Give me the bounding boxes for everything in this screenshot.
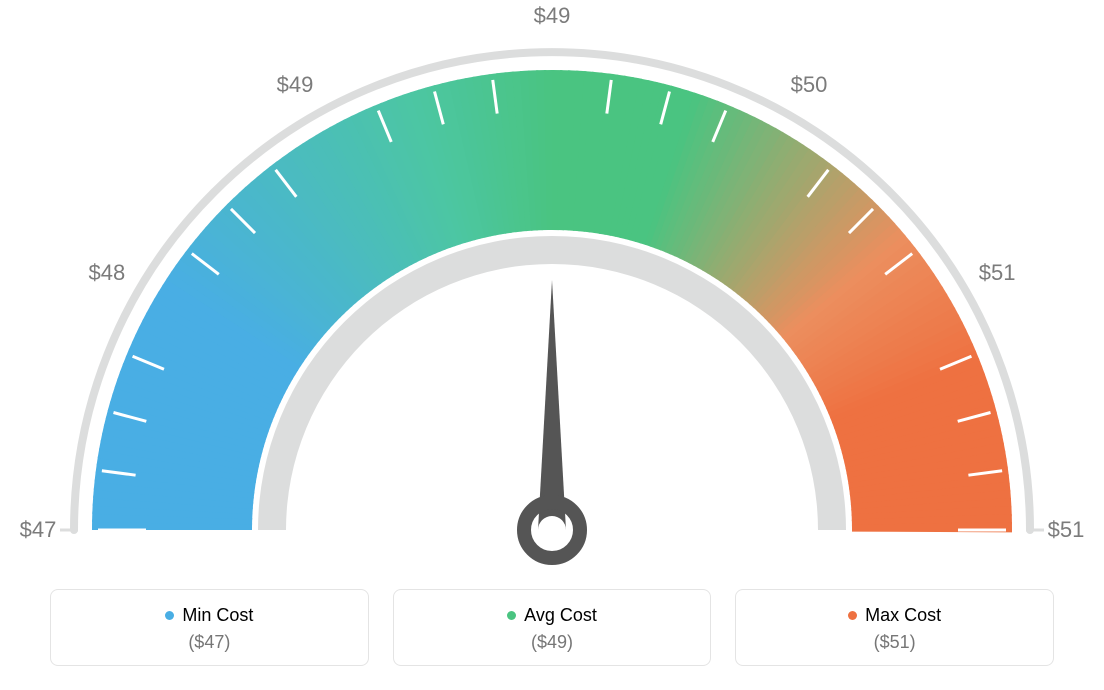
- legend-card-max: Max Cost ($51): [735, 589, 1054, 666]
- legend-dot-max: [848, 611, 857, 620]
- cost-gauge-container: $47 $48 $49 $49 $50 $51 $51 Min Cost ($47) Avg…: [0, 0, 1104, 690]
- gauge-tick-label: $51: [1048, 517, 1085, 543]
- gauge-tick-label: $51: [979, 260, 1016, 286]
- legend-row: Min Cost ($47) Avg Cost ($49) Max Cost (…: [50, 589, 1054, 666]
- gauge-chart: $47 $48 $49 $49 $50 $51 $51: [0, 0, 1104, 580]
- gauge-tick-label: $48: [89, 260, 126, 286]
- legend-card-avg: Avg Cost ($49): [393, 589, 712, 666]
- legend-label-avg: Avg Cost: [524, 605, 597, 625]
- gauge-tick-label: $49: [534, 3, 571, 29]
- gauge-tick-label: $49: [277, 72, 314, 98]
- legend-dot-avg: [507, 611, 516, 620]
- gauge-tick-label: $50: [791, 72, 828, 98]
- legend-value-avg: ($49): [394, 632, 711, 653]
- legend-dot-min: [165, 611, 174, 620]
- gauge-tick-label: $47: [20, 517, 57, 543]
- legend-card-min: Min Cost ($47): [50, 589, 369, 666]
- legend-label-min: Min Cost: [182, 605, 253, 625]
- legend-value-max: ($51): [736, 632, 1053, 653]
- legend-value-min: ($47): [51, 632, 368, 653]
- legend-label-max: Max Cost: [865, 605, 941, 625]
